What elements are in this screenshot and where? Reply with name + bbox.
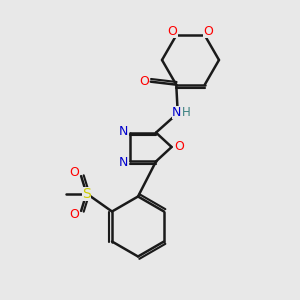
Text: N: N <box>118 125 128 139</box>
Text: O: O <box>203 25 213 38</box>
Text: N: N <box>172 106 181 119</box>
Text: O: O <box>70 208 80 221</box>
Text: H: H <box>182 106 191 119</box>
Text: O: O <box>168 25 178 38</box>
Text: S: S <box>82 187 91 200</box>
Text: O: O <box>70 166 80 179</box>
Text: O: O <box>139 75 149 88</box>
Text: O: O <box>174 140 184 154</box>
Text: N: N <box>118 155 128 169</box>
